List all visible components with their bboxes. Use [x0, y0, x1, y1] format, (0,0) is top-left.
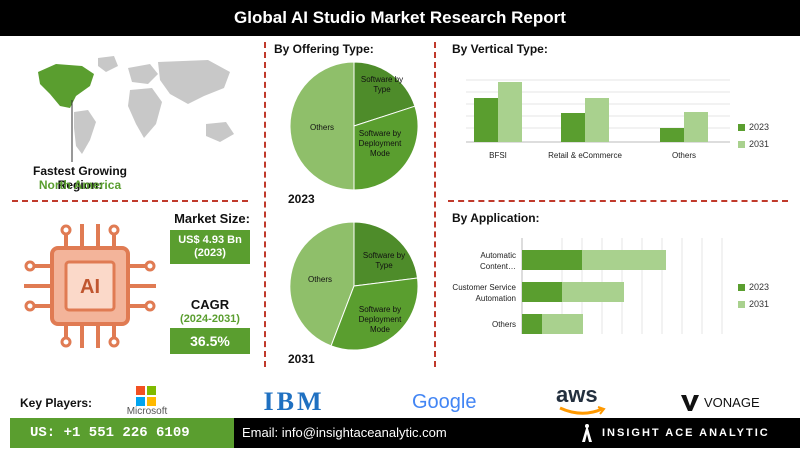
application-bar-0-2023 [522, 250, 582, 270]
fastest-region-value: North America [38, 178, 122, 192]
pie-2031-others [289, 221, 355, 347]
google-logo: Google [412, 391, 477, 413]
map-south-america [74, 110, 96, 154]
footer-brand: INSIGHT ACE ANALYTIC [602, 427, 770, 439]
vonage-label: VONAGE [704, 395, 760, 410]
key-players-label: Key Players: [20, 396, 93, 410]
aws-label: aws [556, 382, 598, 407]
market-size-label: Market Size: [174, 211, 250, 226]
microsoft-label: Microsoft [126, 406, 168, 417]
legend-swatch-2031 [738, 141, 745, 149]
world-map [38, 56, 234, 162]
insight-ace-logo-icon [582, 424, 592, 442]
pie-2031-label-type: Software by Type [363, 251, 405, 270]
vertical-xlabel-1: Retail & eCommerce [548, 151, 622, 160]
aws-smile-icon [559, 406, 606, 415]
cagr-value: 36.5% [170, 328, 250, 354]
application-bar-chart: Automatic Content… Customer Service Automat… [452, 238, 723, 334]
legend-label-2023: 2023 [749, 122, 770, 132]
footer-phone[interactable]: US: +1 551 226 6109 [10, 418, 234, 448]
vertical-xlabel-0: BFSI [489, 151, 507, 160]
report-title: Global AI Studio Market Research Report [0, 0, 800, 36]
application-ylabel-1: Customer Service Automation [452, 283, 516, 303]
vonage-v-icon [681, 395, 699, 411]
application-bar-1-2023 [522, 282, 562, 302]
vertical-bar-2-2031 [684, 112, 708, 142]
legend-swatch-app-2031 [738, 301, 745, 309]
divider-right-horizontal [448, 200, 788, 202]
cagr-period: (2024-2031) [180, 313, 240, 325]
vertical-bar-0-2031 [498, 82, 522, 142]
microsoft-icon [136, 386, 156, 406]
vertical-bar-2-2023 [660, 128, 684, 142]
legend-swatch-app-2023 [738, 284, 745, 292]
market-size-amount: US$ 4.93 Bn [178, 234, 242, 246]
application-bar-2-2023 [522, 314, 542, 334]
ibm-logo: IBM [252, 388, 336, 416]
pie-2023-software-by-type [353, 61, 416, 127]
application-bar-0-2031 [582, 250, 666, 270]
pie-2031-year: 2031 [288, 352, 315, 366]
legend-swatch-2023 [738, 124, 745, 132]
vertical-legend-2023: 2023 [738, 122, 769, 132]
pie-2031-software-by-type [353, 221, 419, 287]
application-ylabel-0: Automatic Content… [480, 251, 516, 271]
pie-2023-label-others: Others [310, 123, 334, 132]
application-legend-2031: 2031 [738, 299, 769, 309]
vertical-bar-chart: BFSI Retail & eCommerce Others [466, 79, 730, 160]
pie-2031-software-by-deployment [330, 277, 419, 351]
pie-2023-year: 2023 [288, 192, 315, 206]
footer-bar [234, 418, 800, 448]
map-australia [206, 122, 234, 142]
vertical-legend-2031: 2031 [738, 139, 769, 149]
application-legend-2023: 2023 [738, 282, 769, 292]
divider-left [264, 42, 266, 367]
aws-logo: aws [556, 384, 610, 418]
pie-2031-label-others: Others [308, 275, 332, 284]
pie-2023-label-deployment: Software by Deployment Mode [359, 129, 402, 158]
pie-2023-label-type: Software by Type [361, 75, 403, 94]
cagr-label: CAGR [190, 297, 230, 312]
map-africa [128, 88, 162, 138]
legend-label-app-2031: 2031 [749, 299, 770, 309]
vertical-bar-1-2031 [585, 98, 609, 142]
vertical-bar-1-2023 [561, 113, 585, 142]
pie-chart-2031: Others Software by Type Software by Deploy… [289, 221, 419, 351]
legend-label-app-2023: 2023 [749, 282, 770, 292]
pie-2031-label-deployment: Software by Deployment Mode [359, 305, 402, 334]
market-size-value: US$ 4.93 Bn (2023) [170, 230, 250, 264]
application-ylabel-2: Others [492, 320, 516, 329]
divider-left-horizontal [12, 200, 248, 202]
vertical-xlabel-2: Others [672, 151, 696, 160]
application-bar-2-2031 [542, 314, 583, 334]
ai-chip-icon: AI [24, 224, 156, 348]
vertical-bar-0-2023 [474, 98, 498, 142]
svg-text:AI: AI [80, 276, 100, 298]
map-asia [158, 60, 230, 104]
pie-2023-software-by-deployment [353, 105, 419, 191]
map-north-america [38, 64, 94, 108]
map-greenland [98, 56, 118, 72]
legend-label-2031: 2031 [749, 139, 770, 149]
pie-chart-2023: Others Software by Type Software by Deploy… [289, 61, 419, 191]
microsoft-logo: Microsoft [120, 386, 174, 417]
footer-email[interactable]: Email: info@insightaceanalytic.com [242, 425, 447, 440]
pie-2023-others [289, 61, 355, 191]
application-bar-1-2031 [562, 282, 624, 302]
divider-right [434, 42, 436, 367]
offering-title: By Offering Type: [274, 42, 374, 56]
vertical-title: By Vertical Type: [452, 42, 548, 56]
fastest-region-label: Fastest Growing Region: [32, 164, 127, 192]
market-size-year: (2023) [194, 247, 226, 259]
map-europe [128, 64, 158, 84]
application-title: By Application: [452, 211, 540, 225]
